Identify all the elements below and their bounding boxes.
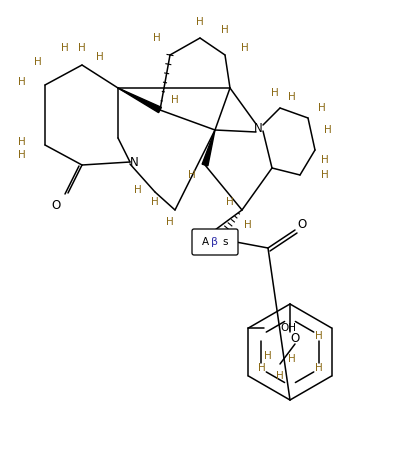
Text: H: H: [257, 363, 265, 373]
Text: H: H: [18, 137, 26, 147]
Text: H: H: [270, 88, 278, 98]
Text: O: O: [51, 198, 61, 212]
Text: H: H: [151, 197, 159, 207]
Text: H: H: [320, 155, 328, 165]
Text: H: H: [317, 103, 325, 113]
Text: H: H: [153, 33, 160, 43]
Text: H: H: [288, 354, 295, 364]
FancyBboxPatch shape: [191, 229, 237, 255]
Text: H: H: [18, 77, 26, 87]
Text: H: H: [314, 331, 321, 341]
Text: H: H: [166, 217, 173, 227]
Text: N: N: [253, 121, 262, 135]
Text: H: H: [96, 52, 103, 62]
Text: A: A: [201, 237, 208, 247]
Polygon shape: [202, 130, 214, 166]
Text: s: s: [222, 237, 227, 247]
Text: O: O: [290, 332, 299, 345]
Text: O: O: [297, 218, 306, 230]
Text: H: H: [314, 363, 321, 373]
Text: H: H: [240, 43, 248, 53]
Text: H: H: [275, 371, 283, 381]
Text: H: H: [171, 95, 178, 105]
Text: H: H: [188, 170, 196, 180]
Text: H: H: [288, 92, 295, 102]
Text: H: H: [78, 43, 85, 53]
Text: H: H: [34, 57, 42, 67]
Text: N: N: [129, 156, 138, 168]
Text: H: H: [18, 150, 26, 160]
Text: H: H: [61, 43, 69, 53]
Text: OH: OH: [280, 323, 296, 333]
Text: H: H: [134, 185, 142, 195]
Text: β: β: [211, 237, 218, 247]
Text: H: H: [196, 17, 203, 27]
Text: H: H: [243, 220, 251, 230]
Polygon shape: [118, 88, 161, 113]
Text: H: H: [226, 197, 233, 207]
Text: H: H: [324, 125, 331, 135]
Text: H: H: [263, 351, 271, 361]
Text: H: H: [220, 25, 228, 35]
Text: H: H: [320, 170, 328, 180]
